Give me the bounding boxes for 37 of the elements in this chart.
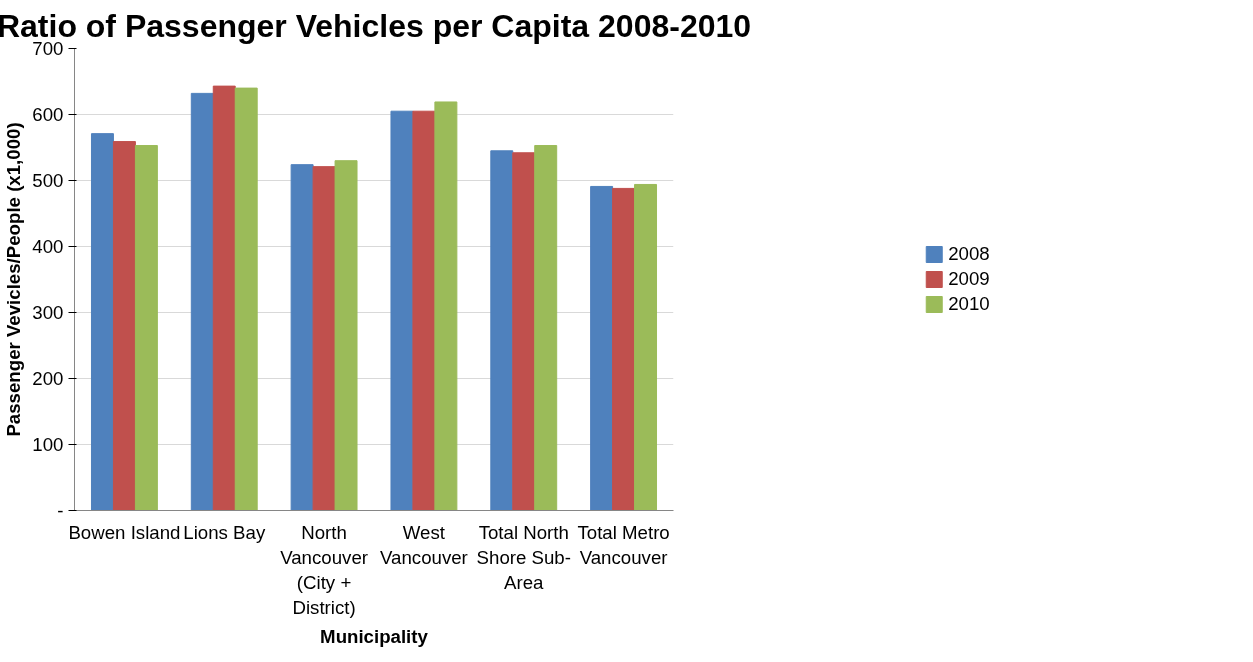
y-tick-label: 700: [32, 38, 64, 59]
y-tick-label: 600: [32, 104, 64, 125]
bar: [90, 133, 114, 511]
bar: [512, 152, 536, 511]
legend-label: 2010: [948, 293, 990, 315]
bar: [212, 85, 236, 511]
x-tick-label: Total Metro Vancouver: [577, 521, 670, 568]
x-tick-label: Lions Bay: [183, 521, 266, 543]
bar: [590, 185, 614, 511]
bar: [634, 183, 658, 511]
bar: [390, 110, 414, 511]
bar: [412, 110, 436, 511]
y-tick-label: 400: [32, 236, 64, 257]
bar: [190, 92, 214, 511]
y-axis-title: Passenger Vevicles/People (x1,000): [3, 122, 25, 437]
legend-label: 2009: [948, 268, 990, 290]
bar: [334, 160, 358, 511]
x-tick-label: Total North Shore Sub-Area: [476, 521, 571, 593]
y-tick-label: 500: [32, 170, 64, 191]
bar: [134, 145, 158, 511]
bar: [612, 187, 636, 511]
x-tick-label: Bowen Island: [68, 521, 181, 543]
bar: [534, 145, 558, 511]
x-tick-label: North Vancouver (City + District): [280, 521, 368, 619]
bar: [434, 101, 458, 511]
bar: [234, 87, 258, 511]
y-tick-label: 100: [32, 434, 64, 455]
bar: [312, 166, 336, 511]
x-tick-label: West Vancouver: [380, 521, 468, 568]
y-tick-label: 200: [32, 368, 64, 389]
y-tick-label: 300: [32, 302, 64, 323]
legend-label: 2008: [948, 243, 990, 265]
bar: [490, 150, 514, 511]
bar: [112, 141, 136, 511]
x-axis-title: Municipality: [320, 626, 429, 648]
y-tick-label: -: [57, 500, 64, 521]
bar: [290, 164, 314, 511]
